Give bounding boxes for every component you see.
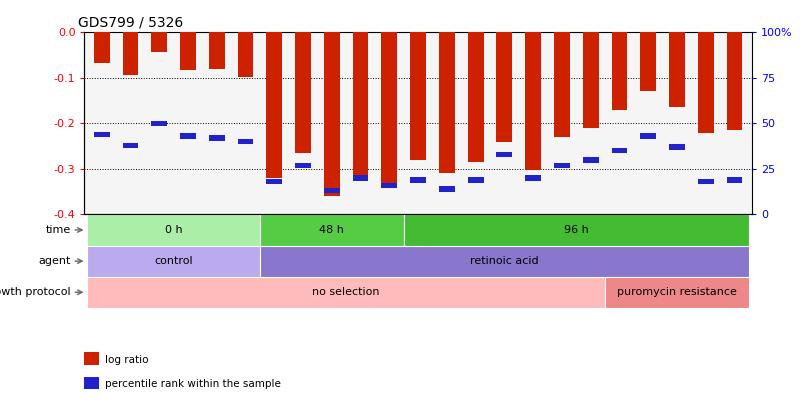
Text: control: control xyxy=(154,256,193,266)
Bar xyxy=(209,135,224,141)
Text: puromycin resistance: puromycin resistance xyxy=(616,287,736,297)
Text: growth protocol: growth protocol xyxy=(0,287,71,297)
Bar xyxy=(259,245,748,277)
Text: GDS799 / 5326: GDS799 / 5326 xyxy=(78,16,183,30)
Bar xyxy=(726,177,741,183)
Bar xyxy=(88,245,259,277)
Bar xyxy=(266,179,282,184)
Bar xyxy=(381,32,397,187)
Bar xyxy=(295,32,311,153)
Bar xyxy=(697,32,713,132)
Bar xyxy=(94,32,109,63)
Text: no selection: no selection xyxy=(312,287,380,297)
Bar xyxy=(697,179,713,184)
Bar xyxy=(151,32,167,51)
Bar xyxy=(324,32,340,196)
Bar xyxy=(582,32,597,128)
Bar xyxy=(467,32,483,162)
Bar xyxy=(122,32,138,75)
Bar xyxy=(94,132,109,137)
Bar xyxy=(467,177,483,183)
Bar xyxy=(668,144,684,150)
Bar xyxy=(209,32,224,69)
Bar xyxy=(381,183,397,188)
Bar xyxy=(668,32,684,107)
Bar xyxy=(438,32,454,173)
Bar xyxy=(88,277,605,308)
Text: percentile rank within the sample: percentile rank within the sample xyxy=(104,379,280,389)
Bar xyxy=(410,32,426,160)
Text: agent: agent xyxy=(39,256,71,266)
Bar xyxy=(403,214,748,245)
Bar xyxy=(238,139,253,144)
Text: 0 h: 0 h xyxy=(165,225,182,235)
Bar xyxy=(582,157,597,162)
Bar xyxy=(524,32,540,170)
Text: time: time xyxy=(46,225,71,235)
Bar xyxy=(726,32,741,130)
Bar xyxy=(122,143,138,148)
Text: retinoic acid: retinoic acid xyxy=(470,256,538,266)
Bar xyxy=(88,214,259,245)
Bar xyxy=(495,32,512,142)
Bar xyxy=(324,188,340,194)
Bar xyxy=(353,32,368,176)
Bar xyxy=(438,186,454,192)
Text: 96 h: 96 h xyxy=(563,225,588,235)
Bar xyxy=(410,177,426,183)
Bar xyxy=(180,133,196,139)
Bar xyxy=(495,151,512,157)
Bar xyxy=(295,162,311,168)
Bar xyxy=(259,214,403,245)
Bar xyxy=(553,162,569,168)
Bar xyxy=(553,32,569,137)
Bar xyxy=(611,32,626,110)
Bar xyxy=(605,277,748,308)
Bar xyxy=(238,32,253,77)
Text: log ratio: log ratio xyxy=(104,355,148,364)
Bar xyxy=(353,175,368,181)
Bar xyxy=(151,121,167,126)
Bar xyxy=(180,32,196,70)
Bar xyxy=(266,32,282,178)
Text: 48 h: 48 h xyxy=(319,225,344,235)
Bar xyxy=(524,175,540,181)
Bar xyxy=(639,133,655,139)
Bar xyxy=(611,148,626,153)
Bar xyxy=(639,32,655,91)
